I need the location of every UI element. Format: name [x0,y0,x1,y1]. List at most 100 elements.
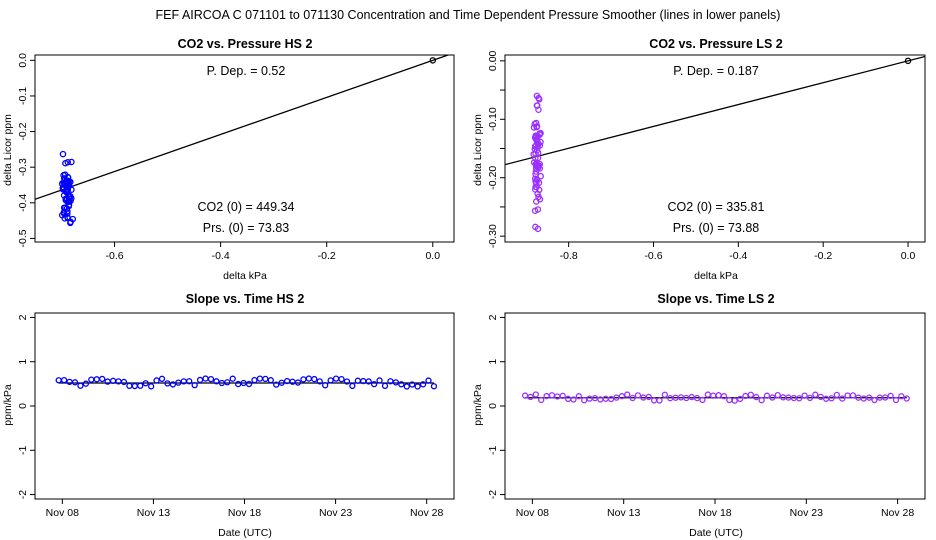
data-point [196,376,204,384]
x-axis-label: delta kPa [223,270,267,282]
y-tick-label: 0 [487,403,499,409]
plot-frame [34,312,455,500]
data-point [769,394,776,401]
x-tick-label: Nov 18 [698,507,731,519]
data-point [559,392,566,400]
data-point [532,183,539,191]
data-point [262,375,269,383]
data-point [137,382,144,389]
panel-ls-time: Slope vs. Time LS 2 Date (UTC) ppm/kPa N… [472,292,926,539]
x-tick-label: -0.4 [212,250,230,262]
y-tick-label: -2 [17,490,29,499]
data-point [153,377,160,384]
data-point [570,396,577,403]
data-point [527,393,534,401]
data-point [531,207,539,214]
data-point [430,383,438,390]
data-point [736,395,744,403]
data-point [64,210,71,217]
data-point [903,395,910,402]
data-point [860,395,867,402]
data-point [602,395,609,402]
y-tick-label: 2 [487,314,499,320]
x-tick-label: -0.4 [729,250,747,262]
data-point [822,395,830,402]
y-tick-label: -0.20 [487,166,499,190]
data-point [316,378,323,385]
pdep-annotation: P. Dep. = 0.187 [673,64,759,78]
y-tick-label: -0.2 [17,122,29,140]
data-point [530,124,538,131]
y-axis-label: ppm/kPa [472,384,484,426]
data-point [267,377,274,384]
x-tick-label: -0.2 [814,250,832,262]
y-axis-label: delta Licor ppm [2,114,14,186]
data-point [531,186,539,193]
data-point [398,381,405,388]
panel-hs-pressure: CO2 vs. Pressure HS 2 delta kPa delta Li… [2,37,455,282]
y-tick-label: -0.3 [17,158,29,176]
panel-title: Slope vs. Time LS 2 [657,292,774,306]
data-point [532,198,540,205]
origin-point [429,57,437,64]
data-point [535,179,543,186]
y-tick-label: -0.5 [17,229,29,247]
y-tick-label: 0 [17,403,29,409]
data-point [548,392,556,399]
data-point [882,394,889,401]
data-point [60,376,68,384]
data-point [99,375,106,383]
x-axis-label: delta kPa [694,270,738,282]
data-point [586,395,593,402]
data-point [273,381,280,388]
y-axis-label: ppm/kPa [2,384,14,426]
data-point [251,377,258,384]
data-point [693,394,701,402]
data-point [77,382,84,389]
data-point [533,92,541,100]
y-tick-label: 1 [487,359,499,365]
data-point [147,383,155,390]
data-point [332,375,340,382]
y-tick-label: -0.1 [17,87,29,105]
data-point [763,392,771,399]
y-tick-label: 0.00 [487,50,499,71]
data-point [521,392,529,399]
data-point [365,378,372,385]
plot-area: Nov 08 Nov 13 Nov 18 Nov 23 Nov 28 -2 -1 0 1 2 [487,312,926,519]
data-point [575,393,582,400]
data-point [392,379,400,386]
y-tick-label: -0.30 [487,224,499,248]
x-tick-label: -0.2 [318,250,336,262]
fit-line [505,55,925,166]
data-point [425,377,432,384]
y-tick-label: 0.0 [17,53,29,68]
y-tick-label: -1 [17,445,29,454]
data-point [871,396,878,404]
data-point [532,142,540,150]
data-point [414,383,421,390]
fit-line [35,55,451,200]
data-point [60,208,68,216]
data-point [131,382,138,390]
data-point [801,392,808,399]
data-point [68,158,75,166]
data-point [59,150,67,158]
plot-frame [504,312,926,500]
data-point [322,382,329,389]
data-point [806,394,814,402]
data-point [60,204,68,211]
data-point [747,391,755,398]
x-tick-label: -0.8 [560,250,578,262]
data-point [158,375,166,382]
data-point [126,382,133,390]
x-tick-label: Nov 23 [790,507,823,519]
y-tick-label: 2 [17,314,29,320]
data-point [311,375,318,383]
prs-annotation: Prs. (0) = 73.83 [203,221,290,235]
data-point [60,175,68,182]
prs-annotation: Prs. (0) = 73.88 [673,221,760,235]
panel-title: Slope vs. Time HS 2 [186,292,305,306]
data-point [699,396,706,404]
